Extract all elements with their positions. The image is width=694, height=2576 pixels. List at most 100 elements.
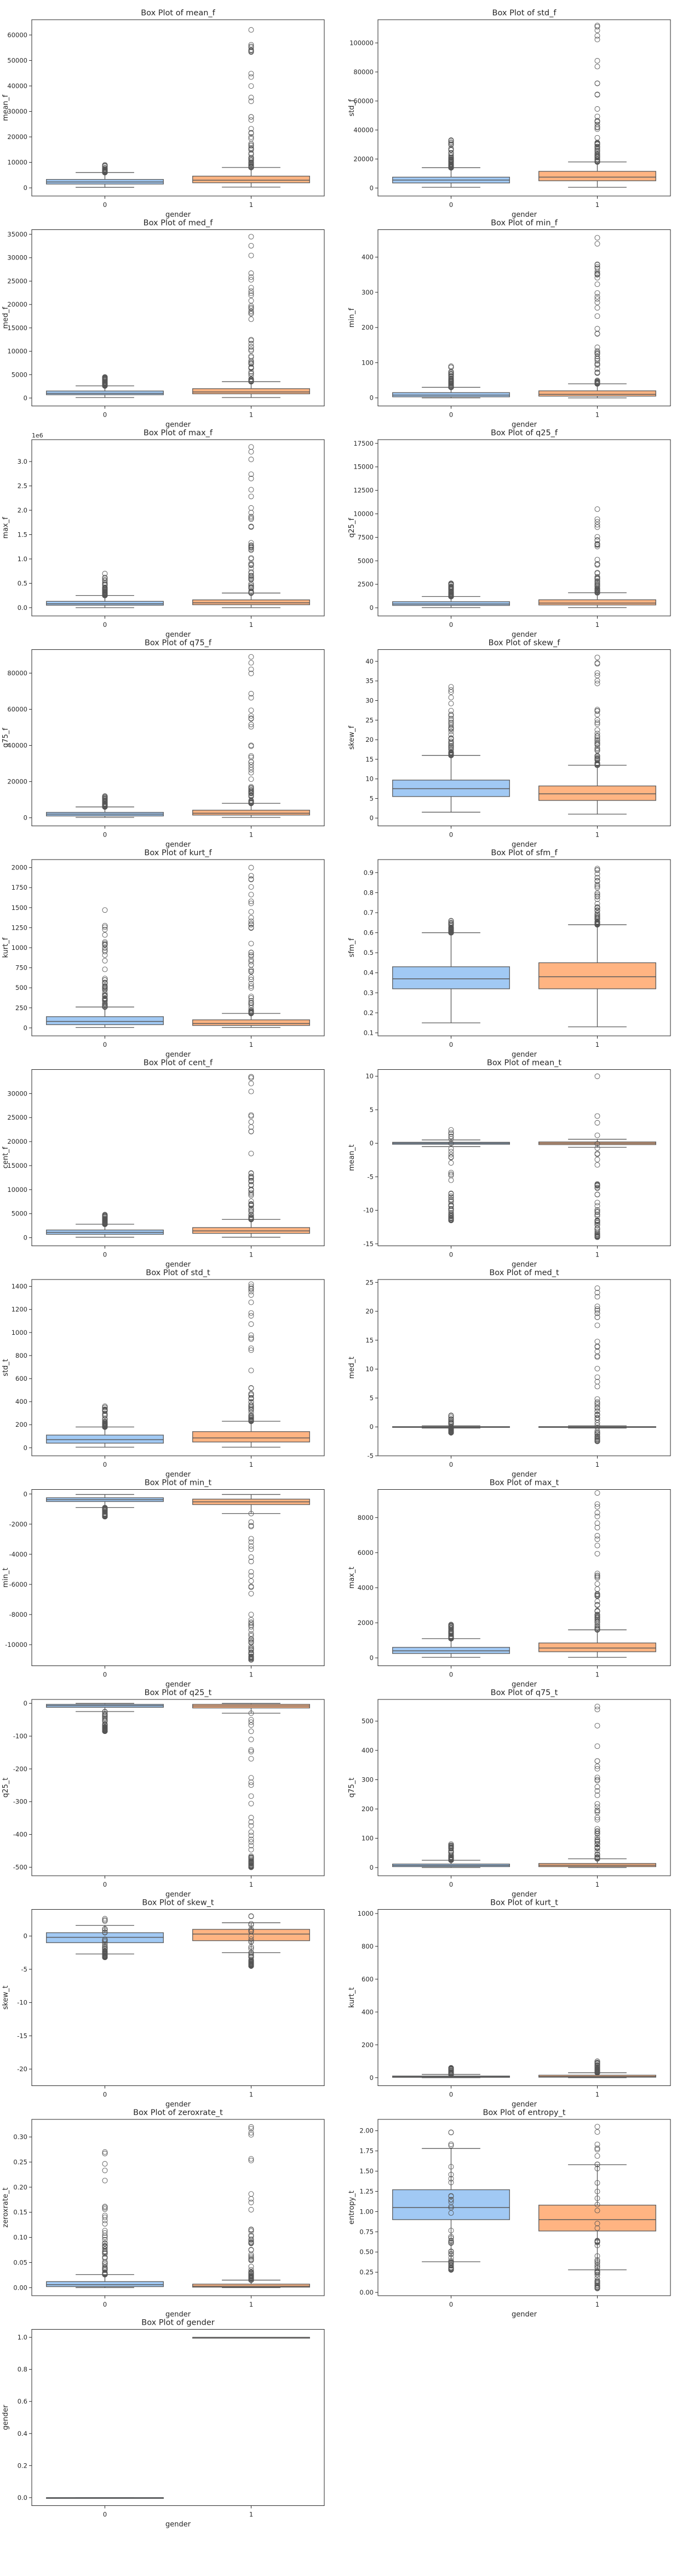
outlier-point — [102, 2151, 108, 2157]
outlier-point — [248, 1283, 254, 1289]
box-gender-0 — [46, 1016, 164, 1025]
outlier-point — [248, 724, 254, 730]
y-tick-label: 800 — [15, 1352, 27, 1359]
outlier-point — [102, 939, 108, 945]
outlier-point — [248, 126, 254, 132]
subplot-mean_f: Box Plot of mean_f 0 10000 20000 30000 40000 5… — [2, 9, 325, 219]
outlier-point — [594, 1396, 600, 1402]
outlier-point — [594, 1113, 600, 1119]
y-tick-label: 0 — [24, 1024, 27, 1031]
outlier-point — [248, 1801, 254, 1807]
outlier-point — [448, 1127, 454, 1133]
subplot-zeroxrate_t: Box Plot of zeroxrate_t 0.00 0.05 0.10 0.15 0… — [2, 2108, 325, 2319]
outlier-point — [248, 1584, 254, 1590]
outlier-point — [248, 1321, 254, 1327]
outlier-point — [248, 2239, 254, 2244]
outlier-point — [448, 153, 454, 159]
outlier-point — [448, 139, 454, 145]
outlier-point — [248, 566, 254, 572]
y-tick-label: 15000 — [353, 463, 374, 471]
y-tick-label: -10 — [363, 1207, 374, 1214]
y-tick-label: 0 — [370, 814, 374, 822]
y-tick-label: 15 — [365, 1336, 374, 1344]
x-tick-label: 0 — [449, 1041, 453, 1048]
y-axis-label: med_f — [2, 307, 10, 329]
outlier-point — [248, 1399, 254, 1405]
outlier-point — [448, 751, 454, 757]
outlier-point — [448, 1635, 454, 1641]
outlier-point — [594, 2145, 600, 2151]
outlier-point — [594, 753, 600, 759]
y-tick-label: 0.2 — [364, 1009, 374, 1017]
outlier-point — [594, 377, 600, 383]
outlier-point — [594, 1208, 600, 1214]
outlier-point — [448, 1857, 454, 1862]
outlier-point — [102, 2205, 108, 2211]
outlier-point — [594, 2129, 600, 2135]
outlier-point — [594, 534, 600, 540]
outlier-point — [594, 119, 600, 125]
outlier-point — [102, 1422, 108, 1428]
outlier-point — [248, 164, 254, 170]
y-tick-label: 0.75 — [359, 2228, 374, 2235]
outlier-point — [448, 592, 454, 598]
outlier-point — [248, 161, 254, 167]
outlier-point — [248, 1624, 254, 1630]
outlier-point — [248, 1171, 254, 1177]
outlier-point — [248, 2246, 254, 2252]
outlier-point — [248, 915, 254, 921]
x-tick-label: 1 — [595, 411, 599, 419]
y-tick-label: 0 — [370, 604, 374, 612]
x-axis-label: gender — [512, 1471, 537, 1479]
outlier-point — [594, 748, 600, 754]
y-tick-label: 100 — [362, 1835, 374, 1842]
outlier-point — [594, 2269, 600, 2275]
outlier-point — [448, 920, 454, 925]
y-tick-label: 100 — [362, 359, 374, 366]
y-tick-label: 1.50 — [359, 2168, 374, 2175]
outlier-point — [248, 2257, 254, 2263]
outlier-point — [248, 141, 254, 147]
subplot-std_t: Box Plot of std_t 0 200 400 600 800 1000 1200 14… — [2, 1269, 325, 1479]
x-axis-label: gender — [165, 2521, 191, 2529]
axes-frame — [377, 1069, 671, 1246]
outlier-point — [594, 1601, 600, 1607]
axes-frame — [377, 1909, 671, 2086]
outlier-point — [594, 1307, 600, 1313]
y-tick-label: 1.00 — [359, 2208, 374, 2215]
y-tick-label: -6000 — [9, 1581, 27, 1588]
box-gender-1 — [538, 1643, 656, 1652]
y-axis-label: med_t — [348, 1357, 356, 1379]
outlier-point — [248, 1208, 254, 1214]
outlier-point — [102, 2237, 108, 2243]
outlier-point — [248, 298, 254, 304]
outlier-point — [248, 1175, 254, 1182]
subplot-q25_t: Box Plot of q25_t 0 -100 -200 -300 -400 -500 q2… — [2, 1688, 325, 1899]
outlier-point — [102, 1505, 108, 1511]
outlier-point — [248, 1855, 254, 1861]
outlier-point — [594, 1533, 600, 1538]
outlier-point — [248, 1749, 254, 1755]
y-tick-label: 0.8 — [18, 2366, 27, 2373]
outlier-point — [594, 27, 600, 33]
outlier-point — [448, 369, 454, 375]
y-tick-label: 0.15 — [13, 2209, 27, 2216]
outlier-point — [248, 1402, 254, 1408]
outlier-point — [102, 577, 108, 583]
outlier-point — [248, 1008, 254, 1015]
outlier-point — [594, 152, 600, 158]
outlier-point — [248, 753, 254, 759]
outlier-point — [448, 1627, 454, 1633]
outlier-point — [102, 1941, 108, 1947]
outlier-point — [248, 922, 254, 927]
outlier-point — [102, 941, 108, 947]
outlier-point — [248, 457, 254, 463]
x-tick-label: 0 — [103, 201, 107, 209]
outlier-point — [594, 1348, 600, 1355]
outlier-point — [594, 1835, 600, 1841]
outlier-point — [594, 1233, 600, 1238]
outlier-point — [448, 1845, 454, 1851]
subplot-title: Box Plot of q75_t — [491, 1688, 558, 1697]
outlier-point — [248, 1119, 254, 1125]
outlier-point — [102, 1214, 108, 1220]
